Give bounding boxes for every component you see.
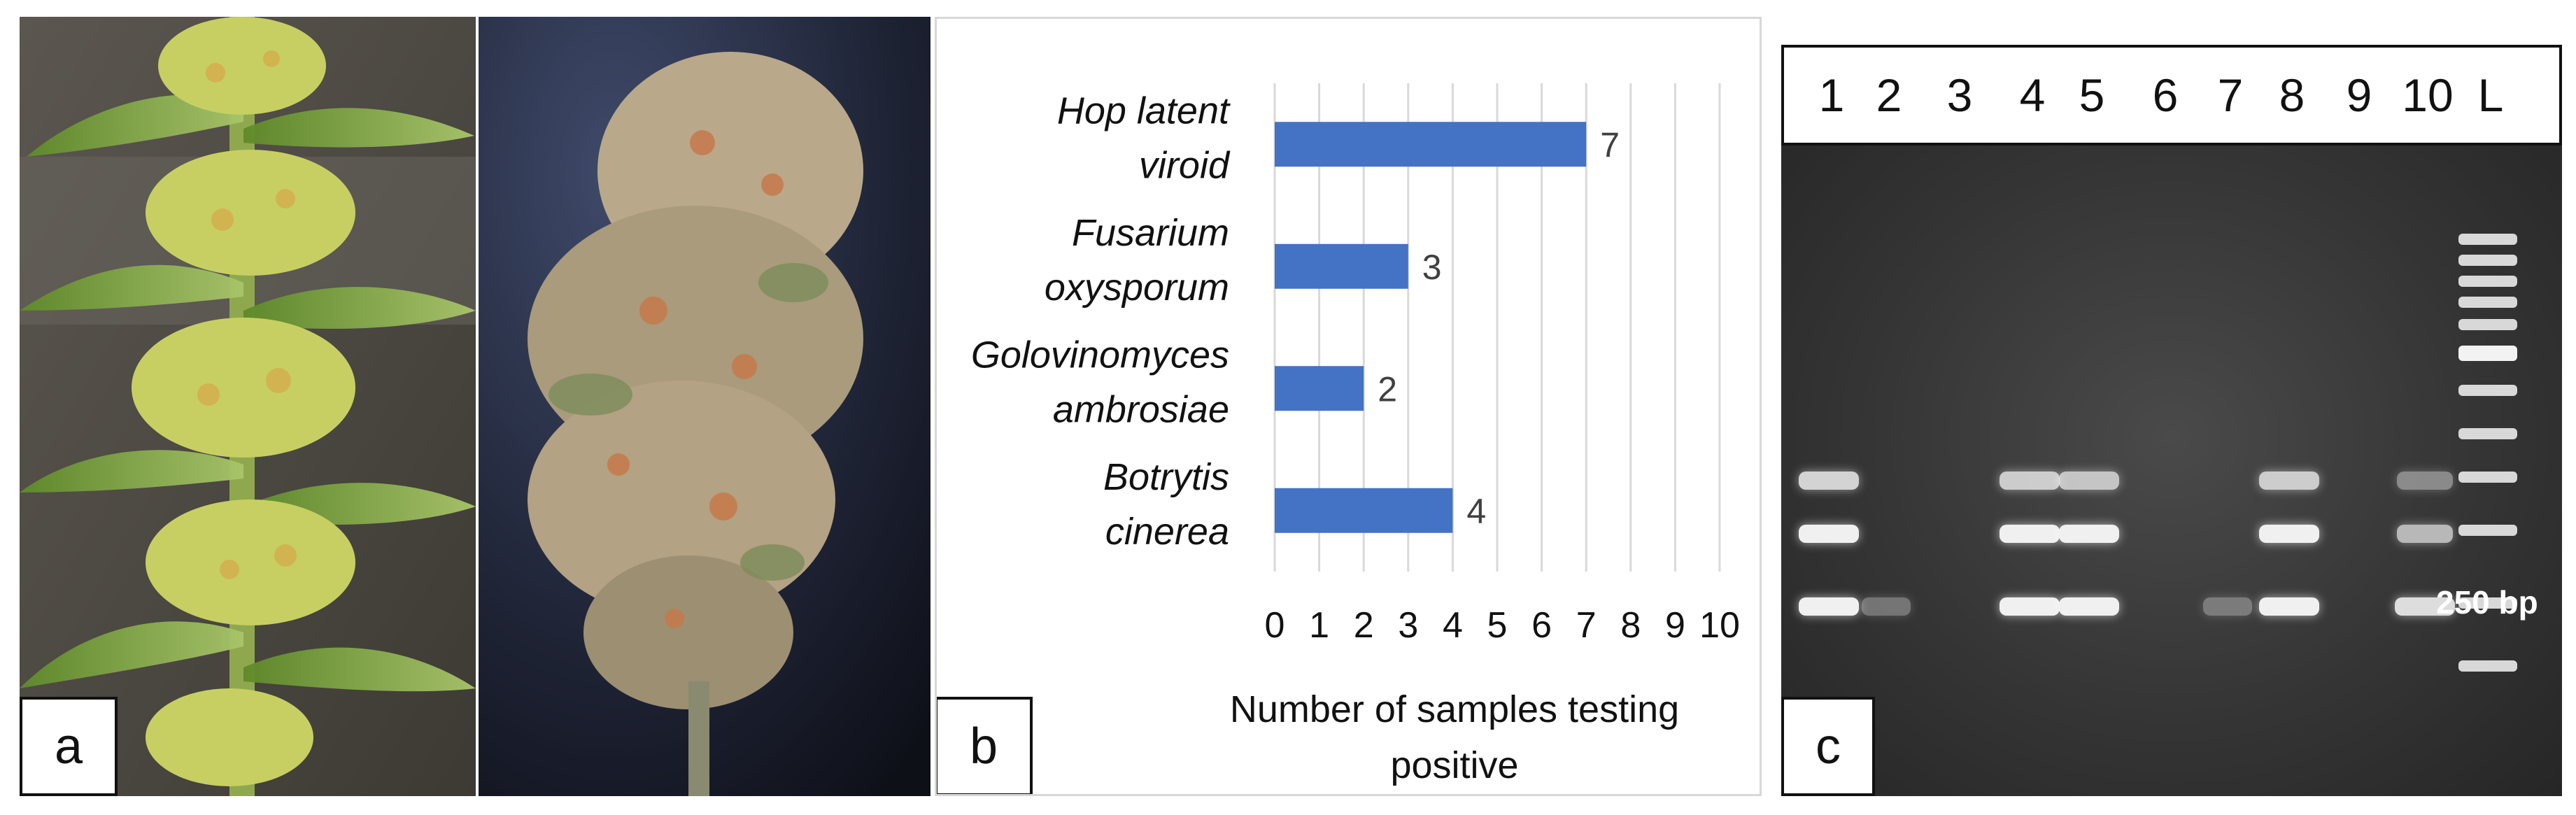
lane-label: 9 <box>2346 69 2372 121</box>
gel-band <box>1799 597 1859 616</box>
ladder-band <box>2458 660 2517 672</box>
x-tick-label: 5 <box>1487 605 1508 646</box>
bar-chart-panel: 7 Hop latent viroid 3 Fusarium oxysporum 2 Golo… <box>935 17 1762 796</box>
gel-band <box>2059 472 2119 490</box>
ladder-band <box>2458 319 2517 330</box>
x-tick-label: 3 <box>1398 605 1418 646</box>
lane-label: 2 <box>1876 69 1902 121</box>
dried-bud-photo <box>479 17 930 796</box>
gel-band <box>1862 597 1911 616</box>
gel-image: 250 bp <box>1781 146 2562 796</box>
x-tick-label: 2 <box>1354 605 1374 646</box>
category-label: cinerea <box>1105 511 1229 553</box>
ladder-band <box>2458 597 2517 609</box>
category-label: Hop latent <box>1057 90 1231 132</box>
x-tick-label: 4 <box>1443 605 1463 646</box>
plant-photo: a <box>20 17 476 796</box>
gel-band <box>2059 597 2119 616</box>
panel-letter-c: c <box>1781 697 1875 796</box>
gel-band <box>2259 525 2319 543</box>
x-tick-label: 1 <box>1309 605 1329 646</box>
lane-header: 1 2 3 4 5 6 7 8 9 10 L <box>1781 45 2562 146</box>
gel-band <box>2000 525 2060 543</box>
gel-band <box>2203 597 2252 616</box>
cannabis-plant-image <box>20 17 476 796</box>
data-label: 3 <box>1422 248 1442 287</box>
x-tick-label: 9 <box>1665 605 1685 646</box>
category-label: Fusarium <box>1072 212 1229 254</box>
category-label: oxysporum <box>1045 267 1229 309</box>
bar <box>1275 122 1587 167</box>
x-tick-label: 0 <box>1265 605 1285 646</box>
ladder-band <box>2458 255 2517 266</box>
ladder-band <box>2458 234 2517 245</box>
lane-label: 8 <box>2279 69 2305 121</box>
ladder-band <box>2458 525 2517 536</box>
gel-band <box>2059 525 2119 543</box>
lane-label: 3 <box>1946 69 1973 121</box>
gel-band <box>1799 472 1859 490</box>
gel-band <box>2000 597 2060 616</box>
ladder-band <box>2458 428 2517 439</box>
gel-band <box>2000 472 2060 490</box>
gel-electrophoresis-panel: 1 2 3 4 5 6 7 8 9 10 L 250 bp c <box>1781 45 2562 796</box>
gel-band <box>2259 472 2319 490</box>
x-tick-label: 8 <box>1620 605 1641 646</box>
ladder-band <box>2458 276 2517 287</box>
gel-band <box>2395 597 2455 616</box>
bar <box>1275 366 1364 411</box>
lane-label: 4 <box>2019 69 2046 121</box>
ladder-band <box>2458 346 2517 361</box>
lane-label: 5 <box>2079 69 2105 121</box>
lane-label: 6 <box>2152 69 2179 121</box>
gel-band <box>1799 525 1859 543</box>
gel-band <box>2397 472 2453 490</box>
ladder-band <box>2458 385 2517 396</box>
lane-label: L <box>2477 69 2504 121</box>
x-axis-title: Number of samples testing <box>1230 688 1679 730</box>
x-tick-label: 6 <box>1531 605 1552 646</box>
x-axis-title: positive <box>1390 744 1518 786</box>
x-tick-label: 10 <box>1699 605 1740 646</box>
bar <box>1275 243 1408 289</box>
lane-label: 7 <box>2217 69 2244 121</box>
category-label: ambrosiae <box>1053 388 1229 430</box>
dried-bud-image <box>479 17 930 796</box>
data-label: 2 <box>1378 369 1397 409</box>
panel-letter-a: a <box>20 697 118 796</box>
gel-band <box>2259 597 2319 616</box>
marker-size-label: 250 bp <box>2436 584 2538 621</box>
panel-letter-b: b <box>937 697 1033 794</box>
data-label: 4 <box>1466 492 1486 531</box>
data-label: 7 <box>1600 125 1620 164</box>
ladder-band <box>2458 472 2517 483</box>
ladder-band <box>2458 297 2517 308</box>
category-label: viroid <box>1139 144 1231 186</box>
bar <box>1275 488 1453 533</box>
lane-label: 1 <box>1818 69 1845 121</box>
x-tick-label: 7 <box>1576 605 1597 646</box>
gel-band <box>2397 525 2453 543</box>
category-label: Golovinomyces <box>971 334 1229 376</box>
category-label: Botrytis <box>1103 456 1229 498</box>
bar-chart: 7 Hop latent viroid 3 Fusarium oxysporum 2 Golo… <box>971 83 1740 786</box>
lane-label: 10 <box>2402 69 2454 121</box>
